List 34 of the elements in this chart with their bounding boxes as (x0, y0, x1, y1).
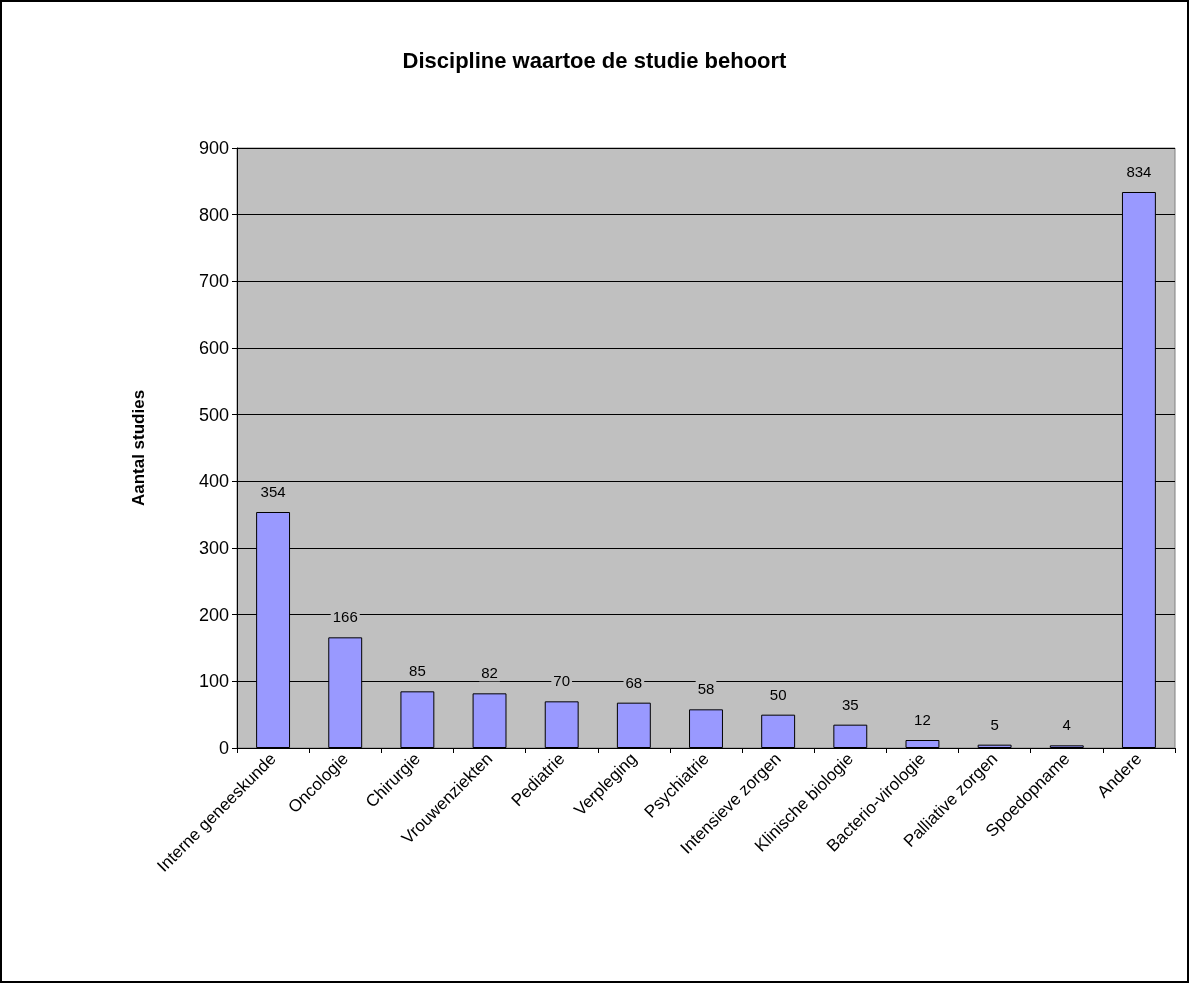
data-label: 70 (553, 672, 571, 690)
data-label: 4 (1062, 716, 1071, 734)
data-label: 68 (625, 673, 643, 691)
data-label: 50 (769, 685, 787, 703)
y-tick-label: 300 (198, 538, 229, 558)
bar (905, 740, 940, 748)
bar (472, 693, 507, 748)
data-label: 35 (841, 695, 859, 713)
bar (689, 709, 723, 748)
bar (761, 714, 796, 748)
y-tick-label: 900 (198, 138, 229, 158)
data-label: 834 (1126, 163, 1152, 180)
data-label: 5 (990, 715, 999, 733)
data-label: 82 (481, 664, 498, 682)
bar (400, 691, 435, 748)
y-tick-label: 700 (198, 271, 229, 292)
bar (616, 702, 651, 748)
y-tick-label: 500 (198, 404, 229, 425)
y-tick-label: 800 (198, 204, 229, 225)
y-axis-title: Aantal studies (129, 389, 148, 507)
data-label: 12 (914, 711, 931, 728)
y-tick-label: 600 (198, 338, 229, 358)
y-tick-label: 400 (198, 471, 229, 492)
data-label: 354 (260, 483, 286, 500)
bar (833, 724, 868, 748)
chart-title: Discipline waartoe de studie behoort (402, 47, 788, 73)
y-tick-label: 0 (218, 738, 229, 758)
data-label: 166 (332, 608, 358, 626)
bar (977, 744, 1012, 748)
data-label: 58 (697, 680, 715, 698)
bar (544, 701, 579, 748)
data-label: 85 (409, 662, 426, 680)
y-tick-label: 200 (198, 604, 229, 625)
y-tick-label: 100 (198, 671, 229, 692)
